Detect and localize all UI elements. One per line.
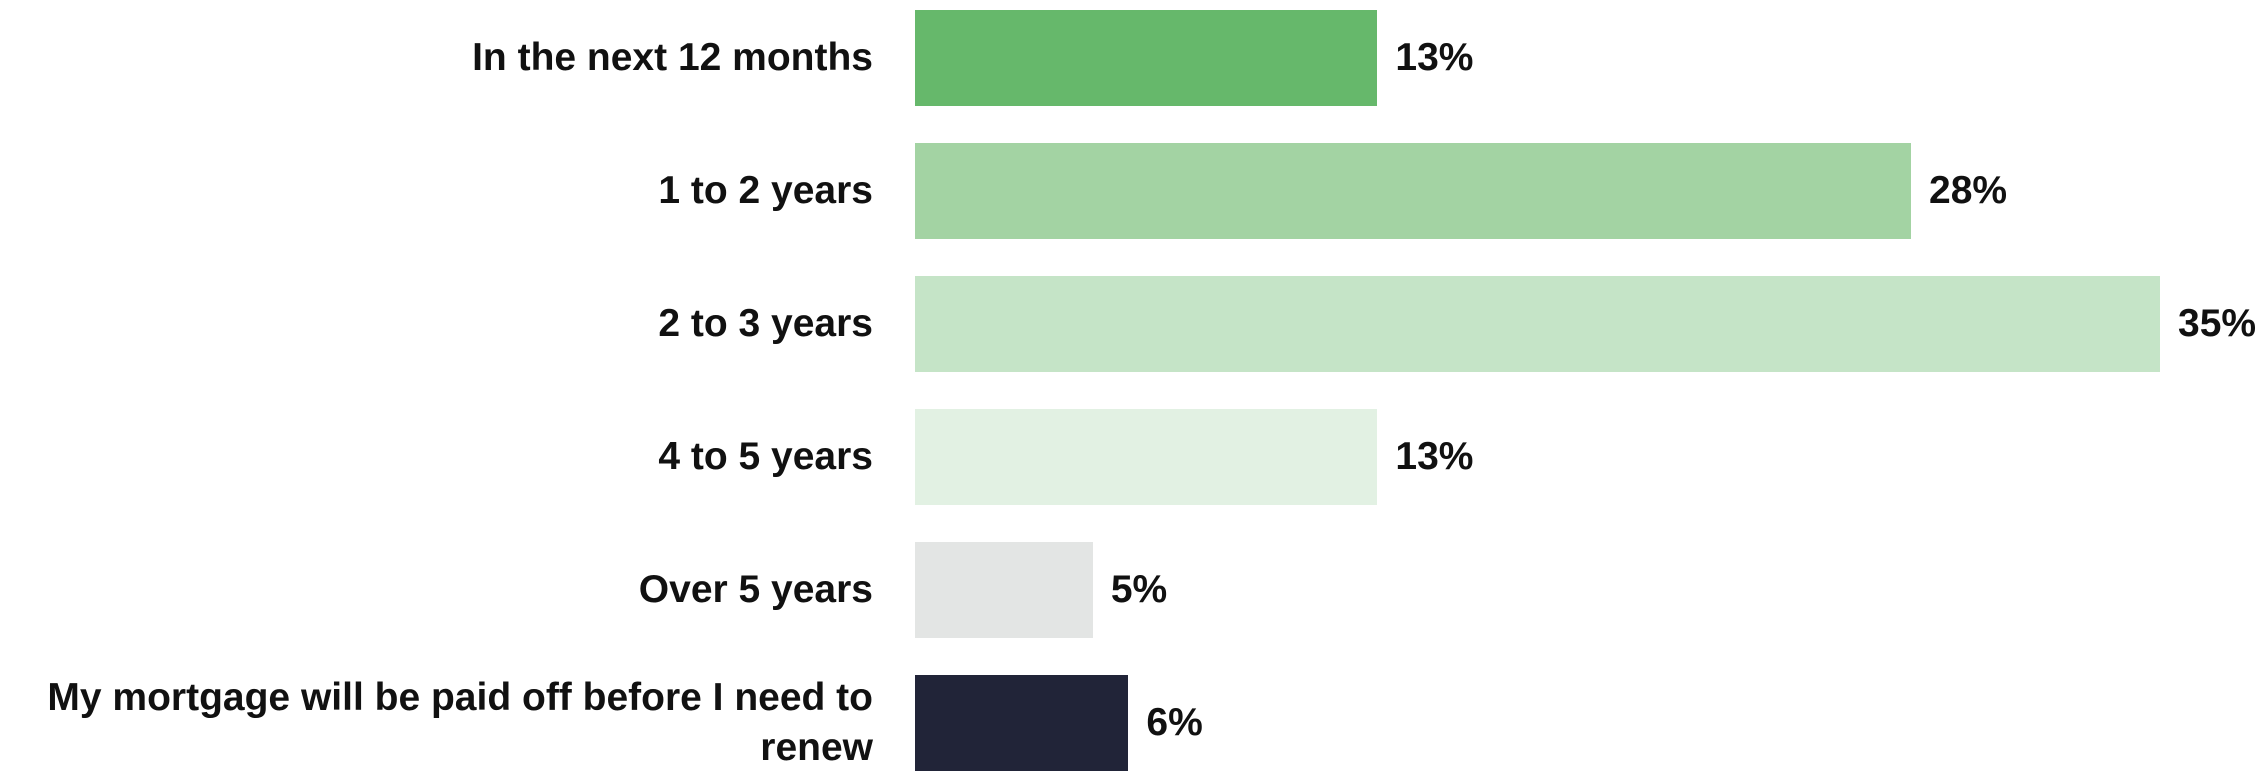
value-label: 35% xyxy=(2178,302,2257,345)
bar xyxy=(915,10,1378,106)
bar xyxy=(915,276,2160,372)
category-label: 1 to 2 years xyxy=(658,169,873,212)
bar xyxy=(915,409,1378,505)
category-label: 4 to 5 years xyxy=(658,435,873,478)
category-label: My mortgage will be paid off before I ne… xyxy=(47,676,873,769)
category-label: 2 to 3 years xyxy=(658,302,873,345)
bar xyxy=(915,542,1093,638)
value-label: 6% xyxy=(1146,701,1203,744)
value-label: 28% xyxy=(1929,169,2008,212)
bar xyxy=(915,143,1911,239)
value-label: 13% xyxy=(1395,36,1474,79)
value-label: 5% xyxy=(1110,568,1168,611)
category-label: In the next 12 months xyxy=(472,36,873,79)
value-label: 13% xyxy=(1395,435,1474,478)
category-label: Over 5 years xyxy=(638,568,873,611)
bar xyxy=(915,675,1129,771)
